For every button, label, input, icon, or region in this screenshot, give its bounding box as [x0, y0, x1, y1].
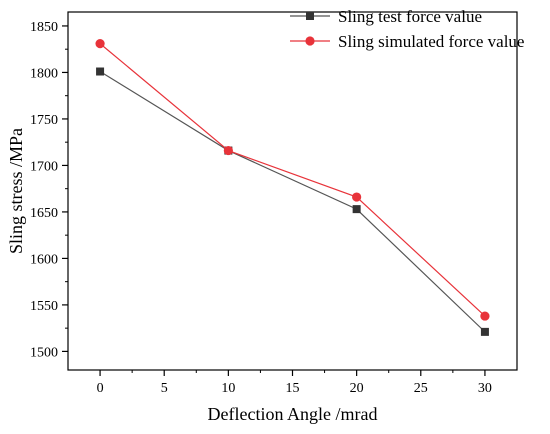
- x-tick-label: 15: [286, 381, 300, 396]
- y-tick-label: 1600: [30, 252, 58, 267]
- plot-border: [67, 11, 518, 371]
- legend: Sling test force value Sling simulated fo…: [290, 7, 524, 51]
- series-line: [99, 43, 486, 317]
- data-point-circle: [95, 39, 105, 49]
- y-tick-label: 1650: [30, 206, 58, 221]
- series-1: [96, 67, 489, 336]
- series-layer: [95, 39, 490, 336]
- y-axis: 1500 1550 1600 1650 1700 1750 1800 1850: [30, 20, 68, 360]
- y-tick-label: 1700: [30, 159, 58, 174]
- legend-item-2: Sling simulated force value: [290, 32, 524, 51]
- y-tick-label: 1850: [30, 20, 58, 35]
- y-tick-label: 1800: [30, 66, 58, 81]
- x-tick-label: 10: [221, 381, 235, 396]
- legend-marker-square: [306, 12, 314, 20]
- y-tick-label: 1750: [30, 113, 58, 128]
- x-tick-label: 20: [350, 381, 364, 396]
- data-point-circle: [480, 311, 490, 321]
- x-axis: 0 5 10 15 20 25 30: [97, 370, 492, 396]
- legend-label: Sling simulated force value: [338, 32, 524, 51]
- x-tick-label: 25: [414, 381, 428, 396]
- series-2: [95, 39, 490, 321]
- data-point-square: [96, 67, 105, 76]
- plot-frame: [67, 11, 518, 371]
- legend-label: Sling test force value: [338, 7, 482, 26]
- data-point-square: [480, 327, 489, 336]
- data-point-circle: [352, 192, 362, 202]
- data-point-square: [352, 205, 361, 214]
- x-tick-label: 5: [161, 381, 168, 396]
- legend-item-1: Sling test force value: [290, 7, 482, 26]
- y-tick-label: 1500: [30, 345, 58, 360]
- y-tick-label: 1550: [30, 299, 58, 314]
- data-point-circle: [223, 145, 233, 156]
- x-tick-label: 30: [478, 381, 492, 396]
- x-tick-label: 0: [97, 381, 104, 396]
- series-line: [99, 71, 486, 333]
- y-axis-title: Sling stress /MPa: [6, 128, 26, 254]
- legend-marker-circle: [305, 36, 315, 46]
- x-axis-title: Deflection Angle /mrad: [208, 404, 378, 424]
